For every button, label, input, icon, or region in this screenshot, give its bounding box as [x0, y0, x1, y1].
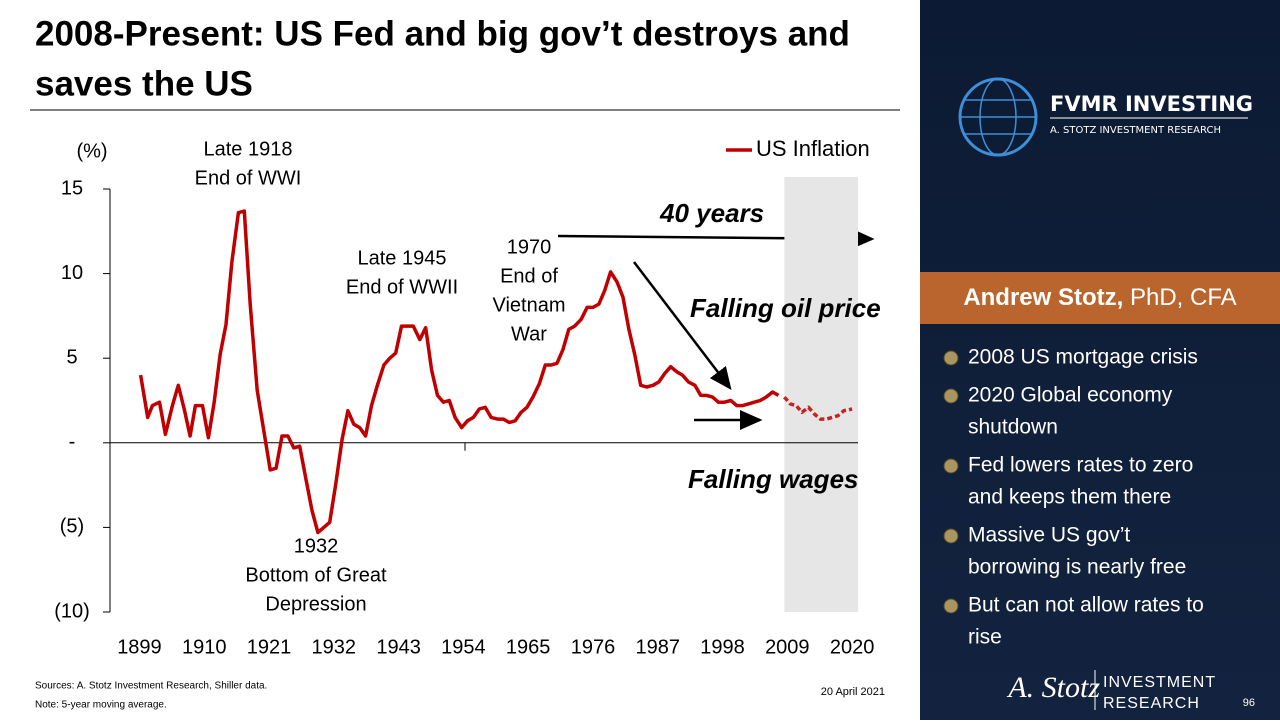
legend-label: US Inflation [756, 136, 870, 161]
slide-title: saves the US [35, 64, 253, 103]
bullet-text: rise [968, 626, 1002, 649]
signature: A. Stotz [1006, 671, 1100, 704]
bullet-icon [943, 458, 959, 474]
arrow [633, 261, 732, 390]
bullet-text: Fed lowers rates to zero [968, 454, 1193, 477]
brand-sub: A. STOTZ INVESTMENT RESEARCH [1050, 125, 1221, 136]
annotation: End of WWI [195, 167, 302, 189]
annotation: Depression [265, 593, 366, 615]
logo-text: INVESTMENT [1103, 674, 1216, 691]
x-tick-label: 1998 [700, 636, 745, 658]
bullet-icon [943, 350, 959, 366]
presenter: Andrew Stotz, PhD, CFA [963, 284, 1236, 311]
bullet-icon [943, 598, 959, 614]
bullet-text: and keeps them there [968, 486, 1171, 509]
annotation: Late 1918 [204, 138, 293, 160]
presenter-name: Andrew Stotz, [963, 284, 1123, 311]
date: 20 April 2021 [821, 686, 885, 698]
note: Note: 5-year moving average. [35, 700, 167, 711]
x-tick-label: 1987 [635, 636, 680, 658]
bullet-text: 2008 US mortgage crisis [968, 346, 1198, 369]
y-tick-label: (10) [54, 600, 90, 622]
x-tick-label: 2009 [765, 636, 810, 658]
x-tick-label: 1899 [117, 636, 162, 658]
series-line [783, 395, 853, 421]
annotation: End of [500, 265, 558, 287]
bullet-text: shutdown [968, 416, 1058, 439]
annotation: 1970 [507, 236, 552, 258]
x-tick-label: 1954 [441, 636, 486, 658]
annotation: Vietnam [492, 294, 565, 316]
bullet-icon [943, 388, 959, 404]
bullet-text: Massive US gov’t [968, 524, 1130, 547]
bullet-text: But can not allow rates to [968, 594, 1204, 617]
x-tick-label: 1943 [376, 636, 421, 658]
annotation: 40 years [659, 198, 764, 228]
annotation: Late 1945 [358, 247, 447, 269]
sources: Sources: A. Stotz Investment Research, S… [35, 681, 267, 692]
annotation: Falling oil price [690, 293, 881, 323]
bullet-text: 2020 Global economy [968, 384, 1173, 407]
series-line [138, 209, 780, 535]
slide-title: 2008-Present: US Fed and big gov’t destr… [35, 14, 850, 53]
x-tick-label: 1965 [506, 636, 551, 658]
y-tick-label: (5) [60, 516, 84, 538]
x-tick-label: 1910 [182, 636, 227, 658]
presenter-credentials: PhD, CFA [1130, 284, 1237, 311]
x-tick-label: 1976 [571, 636, 616, 658]
y-tick-label: 10 [61, 262, 83, 284]
annotation: Falling wages [688, 464, 859, 494]
y-tick-label: 5 [66, 346, 77, 368]
annotation: War [511, 323, 547, 345]
highlight-band [784, 177, 858, 612]
annotation: 1932 [294, 535, 339, 557]
y-axis-label: (%) [76, 140, 107, 162]
annotation: End of WWII [346, 276, 458, 298]
bullet-icon [943, 528, 959, 544]
brand: FVMR INVESTING [1050, 92, 1253, 116]
y-tick-label: 15 [61, 177, 83, 199]
page-number: 96 [1243, 697, 1255, 709]
x-tick-label: 2020 [830, 636, 875, 658]
x-tick-label: 1921 [247, 636, 292, 658]
x-tick-label: 1932 [312, 636, 357, 658]
logo-text: RESEARCH [1103, 695, 1200, 712]
annotation: Bottom of Great [245, 564, 387, 586]
bullet-text: borrowing is nearly free [968, 556, 1186, 579]
y-tick-label: - [69, 431, 76, 453]
name-banner [920, 272, 1280, 324]
